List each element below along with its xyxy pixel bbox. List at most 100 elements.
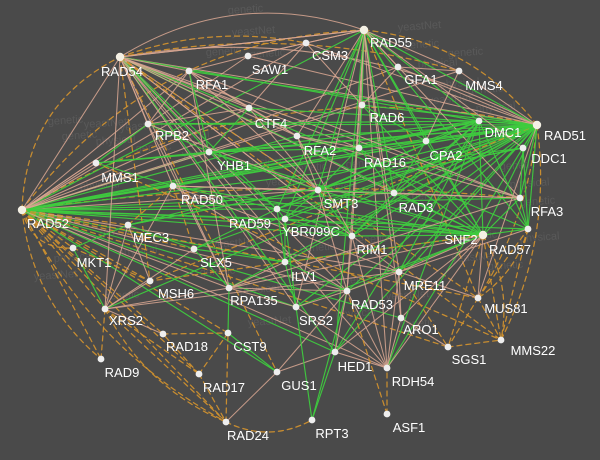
graph-node-mkt1[interactable] bbox=[69, 244, 77, 252]
graph-node-cst9[interactable] bbox=[224, 329, 232, 337]
graph-node-dmc1[interactable] bbox=[475, 117, 483, 125]
graph-edge bbox=[478, 120, 484, 236]
graph-edge bbox=[95, 151, 210, 164]
graph-edge bbox=[21, 66, 399, 211]
graph-node-smt3[interactable] bbox=[314, 186, 322, 194]
graph-edge bbox=[95, 162, 174, 187]
graph-edge bbox=[21, 29, 365, 211]
graph-edge bbox=[147, 123, 319, 191]
graph-node-rad6[interactable] bbox=[358, 101, 366, 109]
graph-edge bbox=[104, 287, 230, 310]
graph-node-gus1[interactable] bbox=[273, 368, 281, 376]
graph-node-rfa2[interactable] bbox=[293, 132, 301, 140]
graph-node-srs2[interactable] bbox=[292, 303, 300, 311]
graph-node-gfa1[interactable] bbox=[394, 63, 402, 71]
watermark-text: yeastNet bbox=[231, 24, 275, 39]
watermark-text: yeastNet bbox=[397, 19, 441, 34]
graph-node-rim1[interactable] bbox=[348, 232, 356, 240]
edge-layer bbox=[21, 29, 538, 423]
graph-node-label-rad9: RAD9 bbox=[105, 365, 140, 380]
graph-node-mms1[interactable] bbox=[92, 159, 100, 167]
graph-edge bbox=[21, 209, 479, 299]
graph-edge bbox=[21, 209, 286, 220]
graph-node-rad18[interactable] bbox=[159, 330, 167, 338]
graph-node-rad9[interactable] bbox=[97, 355, 105, 363]
graph-edge bbox=[363, 29, 460, 72]
graph-node-ybr099c[interactable] bbox=[281, 215, 289, 223]
graph-arc-edge bbox=[119, 12, 365, 58]
graph-edge bbox=[21, 209, 353, 237]
graph-node-ddc1[interactable] bbox=[519, 144, 527, 152]
graph-node-mre11[interactable] bbox=[395, 268, 403, 276]
graph-node-label-rad18: RAD18 bbox=[166, 339, 208, 354]
graph-edge bbox=[172, 185, 278, 210]
graph-edge bbox=[104, 56, 121, 310]
graph-node-rfa1[interactable] bbox=[185, 67, 193, 75]
graph-node-rad53[interactable] bbox=[343, 287, 351, 295]
graph-node-rad3[interactable] bbox=[390, 189, 398, 197]
graph-edge bbox=[482, 234, 502, 341]
graph-node-rad51[interactable] bbox=[532, 120, 542, 130]
graph-node-hed1[interactable] bbox=[331, 348, 339, 356]
graph-edge bbox=[477, 234, 484, 299]
graph-node-snf2[interactable] bbox=[478, 230, 488, 240]
graph-node-slx5[interactable] bbox=[190, 245, 198, 253]
graph-node-rpa135[interactable] bbox=[225, 284, 233, 292]
graph-edge bbox=[346, 124, 538, 292]
graph-edge bbox=[296, 29, 365, 137]
graph-edge bbox=[225, 371, 278, 423]
graph-edge bbox=[247, 55, 538, 126]
graph-node-msh6[interactable] bbox=[146, 277, 154, 285]
graph-node-csm3[interactable] bbox=[302, 39, 310, 47]
graph-edge bbox=[21, 209, 151, 282]
graph-node-aro1[interactable] bbox=[397, 314, 405, 322]
graph-edge bbox=[363, 29, 480, 122]
graph-edge bbox=[284, 261, 297, 308]
graph-node-rdh54[interactable] bbox=[383, 364, 391, 372]
graph-node-rpt3[interactable] bbox=[308, 416, 316, 424]
graph-node-sgs1[interactable] bbox=[444, 343, 452, 351]
graph-edge bbox=[21, 70, 460, 211]
graph-node-xrs2[interactable] bbox=[101, 305, 109, 313]
graph-node-saw1[interactable] bbox=[244, 52, 252, 60]
graph-node-rad24[interactable] bbox=[222, 418, 230, 426]
graph-edge bbox=[172, 185, 348, 292]
graph-edge bbox=[208, 147, 360, 153]
graph-edge bbox=[351, 192, 395, 237]
graph-edge bbox=[248, 107, 298, 137]
graph-node-label-xrs2: XRS2 bbox=[109, 313, 143, 328]
graph-node-mec3[interactable] bbox=[124, 221, 132, 229]
graph-node-ctf4[interactable] bbox=[245, 104, 253, 112]
graph-edge bbox=[296, 135, 521, 199]
graph-arc-edge bbox=[104, 308, 227, 423]
graph-edge bbox=[363, 29, 524, 149]
graph-node-rfa3[interactable] bbox=[516, 194, 524, 202]
graph-node-mus81[interactable] bbox=[474, 294, 482, 302]
graph-node-rad59[interactable] bbox=[273, 205, 281, 213]
graph-edge bbox=[147, 70, 190, 125]
graph-node-cpa2[interactable] bbox=[422, 137, 430, 145]
graph-node-rad52[interactable] bbox=[17, 205, 27, 215]
graph-edge bbox=[477, 124, 538, 299]
graph-node-mms22[interactable] bbox=[497, 336, 505, 344]
graph-edge bbox=[104, 308, 227, 423]
graph-arc-edge bbox=[363, 29, 538, 126]
graph-node-label-rad59: RAD59 bbox=[229, 216, 271, 231]
graph-node-asf1[interactable] bbox=[383, 410, 391, 418]
graph-edge bbox=[397, 66, 538, 126]
graph-node-rad16[interactable] bbox=[355, 144, 363, 152]
graph-node-rad54[interactable] bbox=[115, 52, 125, 62]
graph-node-ilv1[interactable] bbox=[281, 258, 289, 266]
graph-node-rad55[interactable] bbox=[359, 25, 369, 35]
graph-node-mms4[interactable] bbox=[455, 67, 463, 75]
graph-node-rad50[interactable] bbox=[169, 182, 177, 190]
graph-edge bbox=[188, 70, 521, 199]
graph-edge bbox=[358, 104, 363, 149]
node-layer[interactable] bbox=[17, 25, 542, 426]
graph-node-rpb2[interactable] bbox=[144, 120, 152, 128]
graph-node-rad17[interactable] bbox=[195, 370, 203, 378]
graph-node-yhb1[interactable] bbox=[205, 148, 213, 156]
graph-node-rad57[interactable] bbox=[524, 225, 532, 233]
